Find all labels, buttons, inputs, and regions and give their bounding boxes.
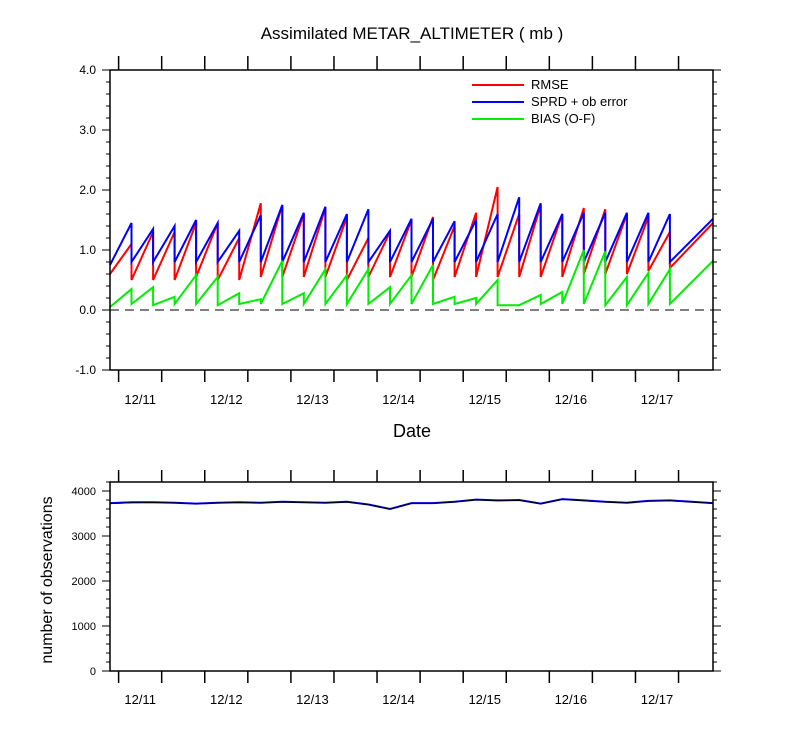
legend-label-rmse: RMSE [531,77,569,92]
legend: RMSE SPRD + ob error BIAS (O-F) [472,77,628,126]
y-tick-label: 4000 [72,486,96,498]
series-group [109,186,714,309]
x-tick-label: 12/12 [210,392,243,407]
y-tick-label: 3000 [72,531,96,543]
x-tick-label: 12/17 [641,392,674,407]
y-tick-label: 1.0 [79,243,96,257]
x-tick-label: 12/17 [641,692,674,707]
series-line-rmse [109,186,714,281]
x-tick-label: 12/14 [382,692,415,707]
y-tick-label: 2000 [72,576,96,588]
y-tick-label: 4.0 [79,63,96,77]
x-tick-label: 12/11 [124,692,156,707]
x-tick-label: 12/13 [296,392,329,407]
x-tick-label: 12/12 [210,692,243,707]
series-group [109,498,714,511]
x-tick-label: 12/15 [468,392,501,407]
y-tick-label: 2.0 [79,183,96,197]
x-tick-label: 12/15 [468,692,501,707]
x-tick-label: 12/11 [124,392,156,407]
x-tick-label: 12/16 [555,392,588,407]
series-line-bias-o-f [109,249,714,309]
x-tick-label: 12/16 [555,692,588,707]
observations-line-2 [109,498,714,510]
y-tick-label: 0 [90,666,96,678]
bottom-panel: number of observations 0 1000 2000 3000 4000… [39,470,721,707]
y-axis-label: number of observations [39,496,56,663]
y-tick-label: -1.0 [75,363,96,377]
x-tick-label: 12/14 [382,392,415,407]
plot-frame [109,481,714,672]
y-tick-label: 3.0 [79,123,96,137]
top-panel: Assimilated METAR_ALTIMETER ( mb ) Date … [75,24,721,441]
legend-label-sprd-ob-error: SPRD + ob error [531,94,628,109]
plot-frame [109,69,714,371]
chart-title: Assimilated METAR_ALTIMETER ( mb ) [261,24,564,43]
series-line-sprd-ob-error [109,196,714,266]
legend-label-bias-o-f: BIAS (O-F) [531,111,595,126]
x-tick-label: 12/13 [296,692,329,707]
x-axis-label: Date [393,421,431,441]
y-tick-label: 0.0 [79,303,96,317]
y-tick-label: 1000 [72,621,96,633]
